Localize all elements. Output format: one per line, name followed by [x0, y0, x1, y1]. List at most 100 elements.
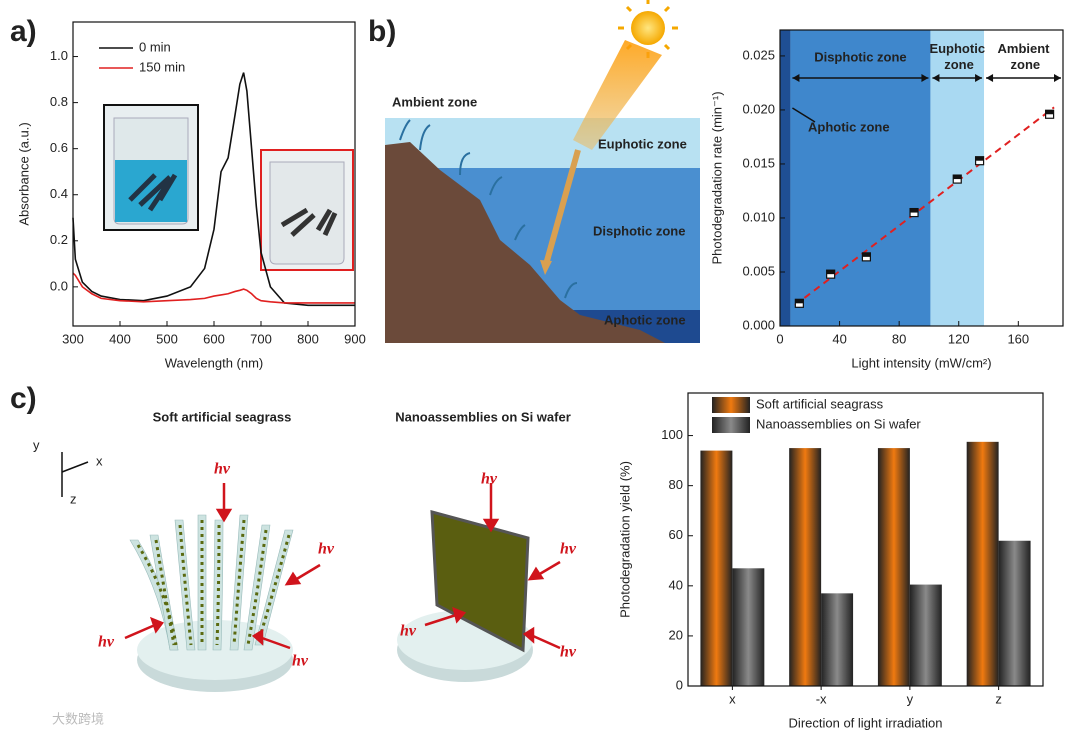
- zone-annotation: Ambient zone: [998, 41, 1051, 72]
- point-fill: [795, 299, 804, 304]
- illustration-title: Nanoassemblies on Si wafer: [395, 409, 571, 424]
- light-label: hv: [214, 461, 231, 478]
- light-label: hv: [560, 541, 577, 558]
- x-tick-label: 600: [203, 331, 225, 346]
- axis-letter: x: [96, 453, 103, 468]
- y-tick-label: 0.2: [50, 232, 68, 247]
- zone-label: Ambient zone: [392, 94, 477, 109]
- x-axis-title: Direction of light irradiation: [789, 715, 943, 730]
- x-tick-label: 900: [344, 331, 366, 346]
- zone-band: [780, 30, 791, 326]
- y-tick-label: 20: [669, 627, 683, 642]
- y-tick-label: 60: [669, 527, 683, 542]
- x-axis-title: Wavelength (nm): [165, 355, 264, 370]
- illustration-title: Soft artificial seagrass: [153, 409, 292, 424]
- bar: [789, 448, 822, 686]
- bar: [877, 448, 910, 686]
- data-point: [794, 298, 804, 308]
- axis-letter: y: [33, 437, 40, 452]
- x-tick-label: 40: [832, 331, 846, 346]
- y-tick-label: 0: [676, 677, 683, 692]
- data-point: [909, 207, 919, 218]
- light-label: hv: [98, 634, 115, 651]
- y-tick-label: 80: [669, 477, 683, 492]
- seagrass-illustration: [129, 514, 294, 692]
- x-tick-label: 160: [1007, 331, 1029, 346]
- plot-frame: [72, 21, 356, 327]
- beaker-photos: [103, 104, 354, 271]
- legend-swatch: [712, 397, 750, 413]
- zone-label: Disphotic zone: [593, 223, 685, 238]
- light-label: hv: [292, 653, 309, 670]
- x-tick-label: y: [907, 691, 914, 706]
- y-tick-label: 0.020: [742, 101, 775, 116]
- point-fill: [862, 252, 871, 257]
- chart: 1.0 0.8 0.6 0.4 0.2 0.0 300 400 500 600 700 800 900 W…: [16, 21, 366, 370]
- plot-frame: [687, 392, 1044, 687]
- x-tick-label: x: [729, 691, 736, 706]
- y-tick-label: 0.0: [50, 278, 68, 293]
- zone-label: Aphotic zone: [604, 312, 686, 327]
- x-tick-label: 300: [62, 331, 84, 346]
- x-tick-label: 500: [156, 331, 178, 346]
- x-tick-label: z: [995, 691, 1002, 706]
- zone-band: [790, 30, 931, 326]
- panel-label: c): [10, 382, 37, 415]
- data-point: [974, 156, 985, 166]
- x-tick-label: 0: [776, 331, 783, 346]
- legend-label: Nanoassemblies on Si wafer: [756, 416, 921, 431]
- point-fill: [826, 270, 835, 275]
- bar: [700, 450, 733, 686]
- x-tick-label: 800: [297, 331, 319, 346]
- y-axis-title: Absorbance (a.u.): [16, 122, 31, 225]
- legend-label: Soft artificial seagrass: [756, 396, 884, 411]
- y-tick-label: 0.8: [50, 94, 68, 109]
- y-tick-label: 0.015: [742, 155, 775, 170]
- legend-label: 150 min: [139, 59, 185, 74]
- zone-arrow: [792, 107, 816, 123]
- data-point: [826, 269, 836, 279]
- x-axis-title: Light intensity (mW/cm²): [851, 355, 991, 370]
- zone-annotation: Aphotic zone: [808, 119, 890, 134]
- light-arrows: [124, 483, 561, 650]
- y-tick-label: 1.0: [50, 48, 68, 63]
- legend-label: 0 min: [139, 39, 171, 54]
- bar: [732, 568, 765, 686]
- axes-icon: [61, 452, 89, 497]
- x-tick-label: 700: [250, 331, 272, 346]
- zone-label: Euphotic zone: [598, 136, 687, 151]
- y-tick-label: 0.6: [50, 140, 68, 155]
- bar: [909, 584, 942, 686]
- y-axis-title: Photodegradation rate (min⁻¹): [709, 91, 724, 264]
- point-fill: [1045, 110, 1054, 115]
- panel-label: a): [10, 15, 37, 48]
- data-point: [952, 174, 962, 184]
- x-tick-label: 120: [948, 331, 970, 346]
- light-label: hv: [318, 541, 335, 558]
- watermark: 大数跨境: [52, 711, 104, 726]
- y-tick-label: 100: [661, 427, 683, 442]
- y-tick-label: 0.005: [742, 263, 775, 278]
- fit-line: [794, 106, 1055, 307]
- legend-swatch: [712, 417, 750, 433]
- x-tick-label: 80: [892, 331, 906, 346]
- point-fill: [953, 175, 962, 180]
- x-tick-label: 400: [109, 331, 131, 346]
- point-fill: [910, 208, 919, 213]
- chart: 0 20 40 60 80 100 Direction of light irradiati…: [617, 392, 1044, 730]
- light-label: hv: [400, 623, 417, 640]
- x-tick-label: -x: [816, 691, 827, 706]
- y-tick-label: 0.010: [742, 209, 775, 224]
- zone-band: [984, 30, 1063, 326]
- data-line: [72, 272, 355, 304]
- light-label: hv: [481, 471, 498, 488]
- data-point: [1044, 109, 1055, 119]
- y-tick-label: 0.000: [742, 317, 775, 332]
- data-line: [72, 72, 355, 307]
- zone-annotation: Euphotic zone: [929, 41, 985, 72]
- chart: 0.000 0.005 0.010 0.015 0.020 0.025 0 40 80 120 16…: [709, 29, 1064, 370]
- ocean-illustration: [385, 0, 700, 343]
- bar: [821, 593, 854, 686]
- point-fill: [975, 156, 984, 161]
